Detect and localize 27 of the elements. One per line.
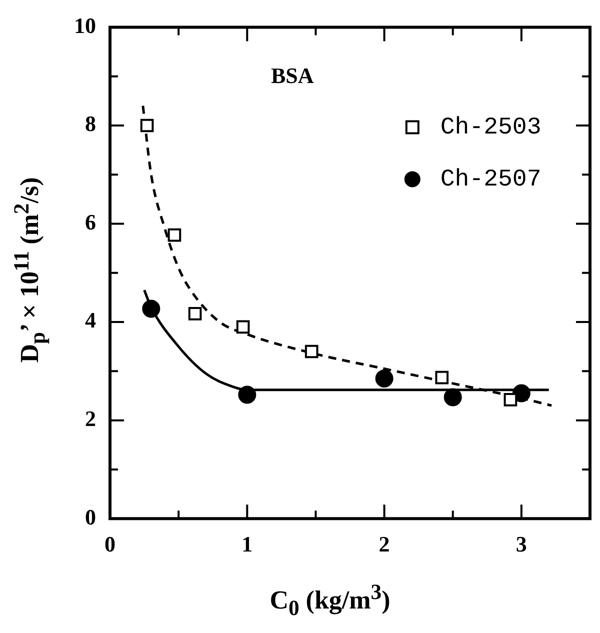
- y-tick-label: 0: [85, 504, 96, 530]
- point: [140, 118, 154, 132]
- point: [142, 300, 160, 318]
- y-tick-label: 6: [85, 209, 96, 234]
- point: [188, 307, 202, 320]
- legend-label: Ch-2507: [440, 166, 542, 194]
- point: [504, 393, 518, 406]
- point: [375, 370, 394, 388]
- point: [236, 320, 250, 334]
- point: [512, 384, 530, 402]
- point: [168, 228, 182, 242]
- point: [444, 388, 462, 406]
- x-tick-label: 2: [378, 531, 390, 556]
- x-tick-label: 0: [104, 531, 116, 556]
- point: [304, 344, 318, 358]
- y-tick-label: 10: [74, 12, 96, 38]
- y-tick-label: 2: [85, 406, 96, 432]
- point: [435, 370, 449, 384]
- point: [238, 386, 256, 404]
- x-tick-label: 1: [242, 531, 253, 556]
- x-axis-title: C$_{0}$ (kg/m$^{3}$): [268, 580, 392, 621]
- legend-label: Ch-2503: [440, 114, 542, 142]
- y-tick-label: 8: [85, 111, 96, 136]
- line-series: [142, 104, 553, 407]
- y-tick-label: 4: [85, 308, 96, 333]
- annotation: BSA: [271, 62, 314, 88]
- x-tick-label: 3: [516, 531, 527, 556]
